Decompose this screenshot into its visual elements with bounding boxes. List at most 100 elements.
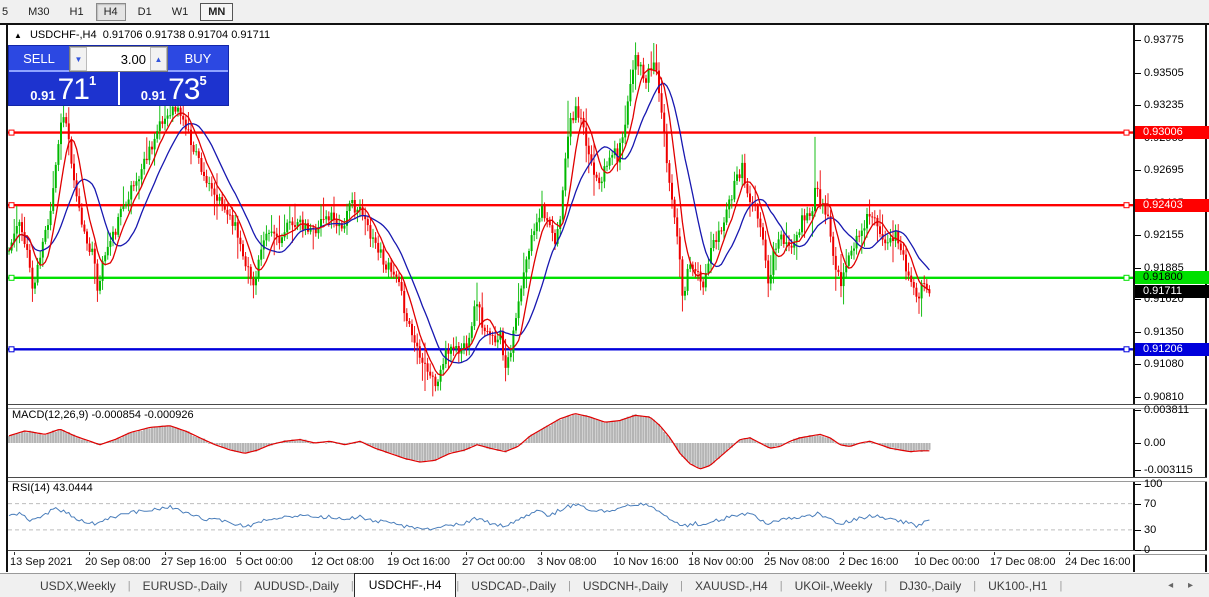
time-axis-label: 2 Dec 16:00 bbox=[839, 556, 899, 568]
rsi-label: RSI(14) 43.0444 bbox=[12, 482, 93, 494]
time-axis-tick bbox=[315, 552, 316, 555]
price-axis[interactable]: 0.937750.935050.932350.929650.926950.924… bbox=[1135, 25, 1209, 572]
sell-price-prefix: 0.91 bbox=[30, 88, 56, 103]
time-axis-tick bbox=[692, 552, 693, 555]
time-axis-label: 25 Nov 08:00 bbox=[764, 556, 830, 568]
timeframe-button-5[interactable]: 5 bbox=[0, 3, 16, 21]
chart-tab-usdcad-daily[interactable]: USDCAD-,Daily bbox=[471, 579, 556, 593]
axis-tick bbox=[1135, 332, 1141, 333]
macd-panel-canvas[interactable] bbox=[8, 407, 1133, 477]
axis-tick bbox=[1135, 443, 1141, 444]
collapse-panel-arrow-icon[interactable]: ▲ bbox=[14, 31, 22, 40]
timeframe-button-mn[interactable]: MN bbox=[200, 2, 234, 21]
chart-tab-xauusd-h4[interactable]: XAUUSD-,H4 bbox=[695, 579, 768, 593]
time-axis-tick bbox=[843, 552, 844, 555]
level-handle-icon[interactable] bbox=[8, 346, 15, 353]
time-axis-label: 13 Sep 2021 bbox=[10, 556, 73, 568]
tab-separator: | bbox=[680, 579, 684, 592]
tab-separator: | bbox=[127, 579, 131, 592]
macd-histogram bbox=[8, 414, 931, 469]
axis-tick bbox=[1135, 410, 1141, 411]
chart-tab-usdx-weekly[interactable]: USDX,Weekly bbox=[40, 579, 116, 593]
macd-signal-line bbox=[8, 413, 930, 470]
chart-tab-ukoil-weekly[interactable]: UKOil-,Weekly bbox=[794, 579, 873, 593]
price-tick-label: 0.93235 bbox=[1144, 99, 1184, 111]
sell-price-point: 1 bbox=[88, 73, 97, 88]
sell-button[interactable]: SELL bbox=[9, 46, 69, 72]
time-axis-tick bbox=[165, 552, 166, 555]
chart-header: ▲ USDCHF-,H4 0.91706 0.91738 0.91704 0.9… bbox=[14, 29, 270, 41]
volume-decrease-button[interactable]: ▼ bbox=[70, 47, 87, 71]
buy-price-point: 5 bbox=[199, 73, 207, 88]
time-axis-label: 12 Oct 08:00 bbox=[311, 556, 374, 568]
price-tick-label: 0.92695 bbox=[1144, 164, 1184, 176]
time-axis-tick bbox=[89, 552, 90, 555]
time-axis-tick bbox=[14, 552, 15, 555]
buy-price-pips: 73 bbox=[168, 73, 200, 106]
rsi-panel-canvas[interactable] bbox=[8, 480, 1133, 550]
main-macd-separator[interactable] bbox=[8, 404, 1207, 409]
axis-tick bbox=[1135, 299, 1141, 300]
axis-tick bbox=[1135, 530, 1141, 531]
timeframe-button-h1[interactable]: H1 bbox=[62, 3, 92, 21]
timeframe-button-d1[interactable]: D1 bbox=[130, 3, 160, 21]
chart-title: USDCHF-,H4 bbox=[29, 29, 97, 41]
moving-average-line bbox=[8, 82, 930, 364]
level-handle-icon[interactable] bbox=[1123, 346, 1130, 353]
time-axis-tick bbox=[1069, 552, 1070, 555]
sell-price-display[interactable]: 0.91 71 1 bbox=[9, 72, 120, 105]
level-handle-icon[interactable] bbox=[8, 274, 15, 281]
tab-separator: | bbox=[884, 579, 888, 592]
chart-tab-eurusd-daily[interactable]: EURUSD-,Daily bbox=[142, 579, 228, 593]
volume-input[interactable] bbox=[87, 47, 150, 71]
axis-tick bbox=[1135, 550, 1141, 551]
timeframe-button-m30[interactable]: M30 bbox=[20, 3, 57, 21]
time-axis-label: 10 Dec 00:00 bbox=[914, 556, 980, 568]
price-tick-label: 0.93775 bbox=[1144, 34, 1184, 46]
chart-tab-usdchf-h4[interactable]: USDCHF-,H4 bbox=[353, 573, 457, 597]
chart-tab-uk100-h1[interactable]: UK100-,H1 bbox=[988, 579, 1048, 593]
tab-separator: | bbox=[1059, 579, 1063, 592]
axis-tick bbox=[1135, 484, 1141, 485]
tab-scroll-arrows-icon[interactable]: ◂ ▸ bbox=[1168, 580, 1199, 591]
candles[interactable] bbox=[8, 42, 931, 397]
time-axis[interactable]: 13 Sep 2021 20 Sep 08:00 27 Sep 16:00 5 Oct… bbox=[8, 552, 1133, 572]
axis-tick bbox=[1135, 105, 1141, 106]
price-tick-label: 0.92155 bbox=[1144, 229, 1184, 241]
chart-window-left-border bbox=[6, 25, 8, 572]
timeframe-toolbar: 5 M30 H1 H4 D1 W1 MN bbox=[0, 0, 1209, 24]
chart-tab-usdcnh-daily[interactable]: USDCNH-,Daily bbox=[582, 579, 669, 593]
chart-tab-audusd-daily[interactable]: AUDUSD-,Daily bbox=[254, 579, 339, 593]
macd-rsi-separator[interactable] bbox=[8, 477, 1207, 482]
chart-window-right-border bbox=[1205, 25, 1207, 572]
level-handle-icon[interactable] bbox=[1123, 274, 1130, 281]
chart-tab-bar: USDX,Weekly | EURUSD-,Daily | AUDUSD-,Daily |… bbox=[0, 573, 1209, 597]
buy-price-prefix: 0.91 bbox=[140, 88, 167, 103]
level-handle-icon[interactable] bbox=[1123, 202, 1130, 209]
buy-button[interactable]: BUY bbox=[168, 46, 228, 72]
timeframe-button-h4[interactable]: H4 bbox=[95, 2, 126, 21]
time-axis-tick bbox=[466, 552, 467, 555]
timeframe-button-w1[interactable]: W1 bbox=[164, 3, 197, 21]
main-chart-canvas[interactable] bbox=[8, 25, 1133, 404]
level-price-badge: 0.93006 bbox=[1135, 126, 1209, 139]
axis-tick bbox=[1135, 170, 1141, 171]
time-axis-label: 3 Nov 08:00 bbox=[537, 556, 597, 568]
axis-tick bbox=[1135, 268, 1141, 269]
chart-window-top-border bbox=[0, 23, 1209, 25]
buy-price-display[interactable]: 0.91 73 5 bbox=[119, 72, 228, 106]
level-price-badge: 0.92403 bbox=[1135, 199, 1209, 212]
axis-tick bbox=[1135, 504, 1141, 505]
time-axis-label: 20 Sep 08:00 bbox=[85, 556, 151, 568]
rsi-tick-label: 0 bbox=[1144, 544, 1151, 556]
level-handle-icon[interactable] bbox=[1123, 129, 1130, 136]
time-axis-label: 19 Oct 16:00 bbox=[387, 556, 450, 568]
rsi-line bbox=[8, 502, 930, 531]
volume-increase-button[interactable]: ▲ bbox=[150, 47, 167, 71]
level-handle-icon[interactable] bbox=[8, 129, 15, 136]
chart-tab-dj30-daily[interactable]: DJ30-,Daily bbox=[899, 579, 962, 593]
price-tick-label: 0.91350 bbox=[1144, 326, 1184, 338]
level-handle-icon[interactable] bbox=[8, 202, 15, 209]
axis-tick bbox=[1135, 235, 1141, 236]
